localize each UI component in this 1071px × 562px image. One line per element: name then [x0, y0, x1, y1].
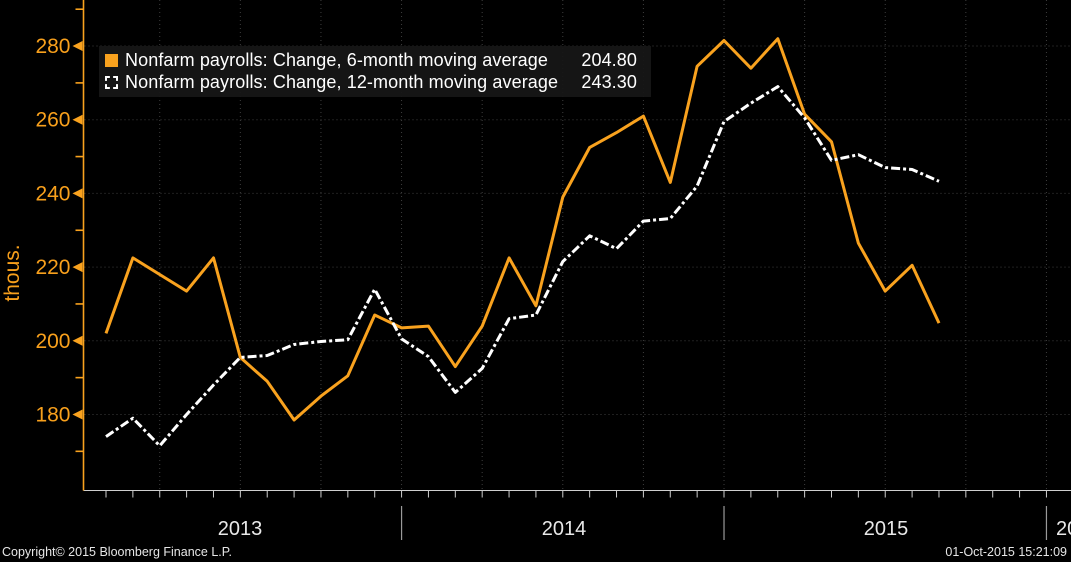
- y-tick-arrow: [72, 409, 83, 420]
- copyright: Copyright© 2015 Bloomberg Finance L.P.: [2, 545, 232, 559]
- y-tick-label: 180: [35, 403, 70, 426]
- y-tick-arrow: [72, 335, 83, 346]
- legend: Nonfarm payrolls: Change, 6-month moving…: [99, 46, 651, 97]
- series-line-12m: [105, 85, 940, 448]
- legend-value: 204.80: [581, 49, 637, 70]
- legend-label: Nonfarm payrolls: Change, 6-month moving…: [125, 49, 549, 70]
- legend-label: Nonfarm payrolls: Change, 12-month movin…: [125, 71, 559, 92]
- y-tick-label: 200: [35, 330, 70, 353]
- y-tick-label: 260: [35, 109, 70, 132]
- series-line-6m: [104, 37, 941, 422]
- y-tick-arrow: [72, 114, 83, 125]
- legend-row-12m[interactable]: Nonfarm payrolls: Change, 12-month movin…: [105, 71, 643, 93]
- timestamp: 01-Oct-2015 15:21:09: [945, 545, 1067, 559]
- legend-row-6m[interactable]: Nonfarm payrolls: Change, 6-month moving…: [105, 49, 643, 71]
- y-tick-arrow: [72, 188, 83, 199]
- legend-swatch-12m-icon: [105, 75, 118, 89]
- y-tick-arrow: [72, 41, 83, 52]
- legend-value: 243.30: [581, 71, 637, 92]
- legend-swatch-6m-icon: [105, 53, 118, 67]
- year-label: 2016: [1056, 518, 1071, 540]
- year-label: 2014: [542, 518, 587, 540]
- y-axis-title: thous.: [1, 244, 24, 302]
- y-tick-label: 280: [35, 35, 70, 58]
- year-label: 2013: [218, 518, 263, 540]
- y-tick-label: 240: [35, 182, 70, 205]
- y-tick-label: 220: [35, 256, 70, 279]
- y-tick-arrow: [72, 262, 83, 273]
- year-label: 2015: [864, 518, 909, 540]
